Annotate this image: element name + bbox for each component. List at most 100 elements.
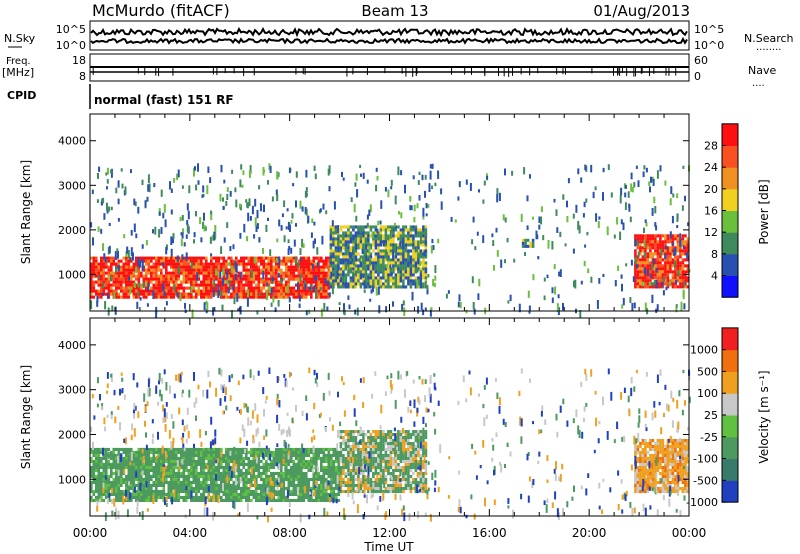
- data-cell: [252, 280, 256, 284]
- data-cell: [322, 492, 326, 496]
- data-cell: [287, 447, 291, 451]
- data-cell: [242, 256, 246, 260]
- data-cell: [332, 243, 335, 247]
- data-cell: [329, 258, 333, 262]
- data-cell: [369, 228, 373, 232]
- data-cell: [117, 483, 121, 487]
- data-cell: [193, 232, 196, 238]
- data-cell: [285, 271, 288, 275]
- data-cell: [147, 282, 150, 292]
- data-cell: [130, 447, 133, 451]
- data-cell: [120, 480, 123, 484]
- data-cell: [250, 447, 253, 451]
- data-cell: [651, 273, 655, 277]
- data-cell: [432, 279, 435, 287]
- data-cell: [127, 450, 131, 454]
- data-cell: [342, 460, 345, 464]
- data-cell: [357, 451, 360, 455]
- data-cell: [147, 174, 150, 184]
- data-cell: [347, 454, 350, 458]
- data-cell: [160, 295, 163, 299]
- nave-legend: ....: [752, 78, 765, 89]
- data-cell: [217, 450, 221, 454]
- data-cell: [352, 490, 355, 494]
- data-cell: [105, 462, 108, 466]
- data-cell: [97, 295, 101, 299]
- data-cell: [240, 262, 243, 266]
- data-cell: [200, 492, 203, 496]
- data-cell: [125, 480, 128, 484]
- data-cell: [343, 303, 345, 311]
- data-cell: [270, 486, 273, 490]
- data-cell: [167, 456, 171, 460]
- data-cell: [92, 271, 96, 275]
- data-cell: [150, 486, 153, 490]
- data-cell: [160, 492, 163, 496]
- data-cell: [172, 295, 176, 299]
- data-cell: [137, 492, 141, 496]
- data-cell: [257, 459, 261, 463]
- data-cell: [339, 240, 343, 244]
- data-cell: [305, 280, 308, 284]
- data-cell: [646, 285, 650, 289]
- data-cell: [362, 243, 365, 247]
- data-cell: [152, 453, 156, 457]
- data-cell: [145, 477, 148, 481]
- data-cell: [247, 283, 251, 287]
- data-cell: [507, 300, 510, 304]
- data-cell: [147, 465, 151, 469]
- data-cell: [282, 274, 286, 278]
- data-cell: [327, 262, 331, 266]
- data-cell: [220, 164, 223, 173]
- data-cell: [267, 447, 271, 451]
- data-cell: [95, 456, 98, 460]
- data-cell: [349, 445, 353, 449]
- data-cell: [192, 465, 196, 469]
- data-cell: [207, 450, 211, 454]
- data-cell: [672, 193, 675, 198]
- data-cell: [636, 240, 639, 246]
- data-cell: [307, 468, 311, 472]
- data-cell: [262, 286, 266, 290]
- data-cell: [155, 306, 158, 315]
- data-cell: [140, 465, 143, 469]
- data-cell: [300, 286, 303, 290]
- data-cell: [107, 480, 111, 484]
- data-cell: [280, 450, 283, 454]
- data-cell: [222, 197, 224, 202]
- data-cell: [641, 276, 645, 280]
- data-cell: [147, 483, 151, 487]
- data-cell: [344, 484, 348, 488]
- data-cell: [366, 214, 369, 220]
- data-cell: [167, 447, 171, 451]
- data-cell: [182, 277, 186, 281]
- data-cell: [170, 271, 173, 275]
- data-cell: [157, 480, 161, 484]
- data-cell: [270, 280, 273, 284]
- data-cell: [272, 289, 276, 293]
- data-cell: [297, 468, 301, 472]
- data-cell: [347, 225, 350, 229]
- data-cell: [130, 459, 133, 463]
- data-cell: [157, 483, 161, 487]
- data-cell: [325, 286, 328, 290]
- data-cell: [180, 483, 183, 487]
- data-cell: [332, 240, 335, 244]
- data-cell: [222, 456, 226, 460]
- data-cell: [97, 465, 101, 469]
- data-cell: [132, 459, 136, 463]
- data-cell: [182, 286, 186, 290]
- data-cell: [285, 447, 288, 451]
- data-cell: [332, 447, 336, 451]
- data-cell: [407, 228, 410, 232]
- data-cell: [232, 486, 236, 490]
- data-cell: [636, 267, 640, 271]
- data-cell: [437, 238, 440, 244]
- data-cell: [127, 262, 131, 266]
- data-cell: [135, 286, 138, 290]
- data-cell: [651, 252, 655, 256]
- data-cell: [292, 492, 296, 496]
- data-cell: [205, 477, 208, 481]
- data-cell: [686, 258, 690, 262]
- data-cell: [215, 492, 218, 496]
